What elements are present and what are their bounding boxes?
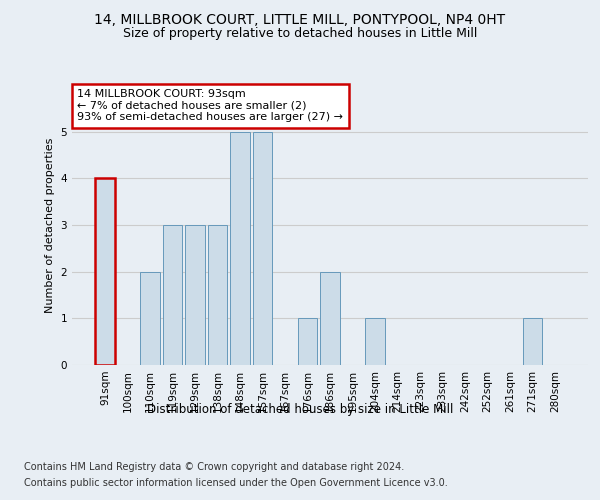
Bar — [365, 318, 385, 365]
Text: Distribution of detached houses by size in Little Mill: Distribution of detached houses by size … — [147, 402, 453, 415]
Bar — [320, 272, 340, 365]
Bar — [185, 225, 205, 365]
Text: Contains HM Land Registry data © Crown copyright and database right 2024.: Contains HM Land Registry data © Crown c… — [24, 462, 404, 472]
Y-axis label: Number of detached properties: Number of detached properties — [45, 138, 55, 312]
Bar — [140, 272, 160, 365]
Bar — [298, 318, 317, 365]
Text: Contains public sector information licensed under the Open Government Licence v3: Contains public sector information licen… — [24, 478, 448, 488]
Text: 14 MILLBROOK COURT: 93sqm
← 7% of detached houses are smaller (2)
93% of semi-de: 14 MILLBROOK COURT: 93sqm ← 7% of detach… — [77, 89, 343, 122]
Bar — [253, 132, 272, 365]
Text: Size of property relative to detached houses in Little Mill: Size of property relative to detached ho… — [123, 28, 477, 40]
Bar — [523, 318, 542, 365]
Bar — [95, 178, 115, 365]
Bar — [208, 225, 227, 365]
Bar — [230, 132, 250, 365]
Text: 14, MILLBROOK COURT, LITTLE MILL, PONTYPOOL, NP4 0HT: 14, MILLBROOK COURT, LITTLE MILL, PONTYP… — [94, 12, 506, 26]
Bar — [163, 225, 182, 365]
